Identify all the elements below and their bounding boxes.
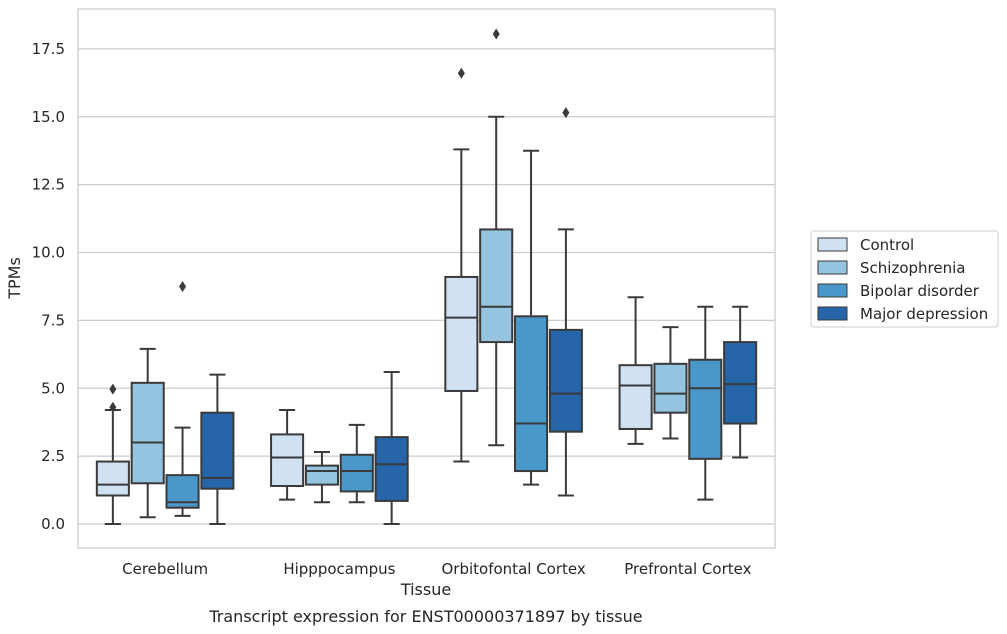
legend-label: Control: [860, 236, 914, 254]
box-major-depression: [200, 373, 235, 525]
y-tick-label: 17.5: [32, 40, 65, 58]
box-major-depression: [548, 107, 583, 497]
outlier-point: [179, 280, 187, 292]
box-iqr: [270, 433, 305, 487]
y-tick-label: 15.0: [32, 108, 65, 126]
box-control: [618, 296, 653, 445]
outlier-point: [109, 383, 117, 395]
box-major-depression: [374, 370, 409, 525]
box-control: [444, 67, 479, 463]
legend-swatch: [817, 283, 848, 298]
box-control: [270, 408, 305, 501]
x-axis-title: Tissue: [400, 580, 451, 599]
outlier-point: [457, 67, 465, 79]
box-iqr: [479, 228, 514, 344]
box-iqr: [444, 275, 479, 392]
gridlines: [78, 48, 775, 525]
box-iqr: [618, 364, 653, 430]
boxes: [95, 28, 758, 525]
y-tick-label: 0.0: [41, 515, 65, 533]
legend-label: Major depression: [860, 305, 988, 323]
box-iqr: [653, 362, 688, 414]
legend: Control Schizophrenia Bipolar disorder Majo…: [810, 230, 999, 328]
box-iqr: [130, 381, 165, 485]
box-bipolar-disorder: [514, 149, 549, 486]
legend-swatch: [817, 260, 848, 275]
y-tick-label: 10.0: [32, 244, 65, 262]
y-tick-label: 12.5: [32, 176, 65, 194]
box-iqr: [723, 341, 758, 425]
box-iqr: [95, 460, 130, 497]
box-iqr: [514, 315, 549, 473]
box-iqr: [304, 464, 339, 486]
box-iqr: [200, 411, 235, 490]
x-tick-label: Hipppocampus: [283, 560, 395, 578]
box-control: [95, 383, 130, 525]
y-tick-label: 2.5: [41, 447, 65, 465]
outlier-point: [109, 401, 117, 413]
box-major-depression: [723, 305, 758, 459]
legend-label: Bipolar disorder: [860, 282, 980, 300]
outlier-point: [492, 28, 500, 40]
x-tick-label: Prefrontal Cortex: [624, 560, 751, 578]
plot-area-frame: [77, 8, 776, 549]
box-iqr: [548, 328, 583, 433]
legend-label: Schizophrenia: [860, 259, 965, 277]
x-tick-label: Cerebellum: [122, 560, 208, 578]
y-tick-label: 5.0: [41, 379, 65, 397]
box-bipolar-disorder: [339, 423, 374, 504]
box-schizophrenia: [653, 326, 688, 440]
box-bipolar-disorder: [688, 305, 723, 501]
legend-swatch: [817, 237, 848, 252]
x-axis-ticks: Cerebellum Hipppocampus Orbitofontal Corte…: [122, 560, 751, 578]
y-axis-title: TPMs: [5, 257, 24, 300]
box-bipolar-disorder: [165, 280, 200, 517]
y-tick-label: 7.5: [41, 311, 65, 329]
box-iqr: [374, 436, 409, 502]
box-schizophrenia: [479, 28, 514, 447]
x-tick-label: Orbitofontal Cortex: [442, 560, 586, 578]
box-iqr: [339, 453, 374, 493]
chart-caption: Transcript expression for ENST0000037189…: [208, 607, 642, 626]
box-schizophrenia: [304, 451, 339, 504]
box-iqr: [688, 358, 723, 460]
box-schizophrenia: [130, 347, 165, 519]
legend-swatch: [817, 306, 848, 321]
legend-frame: [810, 230, 999, 328]
outlier-point: [562, 107, 570, 119]
y-axis-ticks: 0.0 2.5 5.0 7.5 10.0 12.5 15.0 17.5: [32, 40, 65, 533]
